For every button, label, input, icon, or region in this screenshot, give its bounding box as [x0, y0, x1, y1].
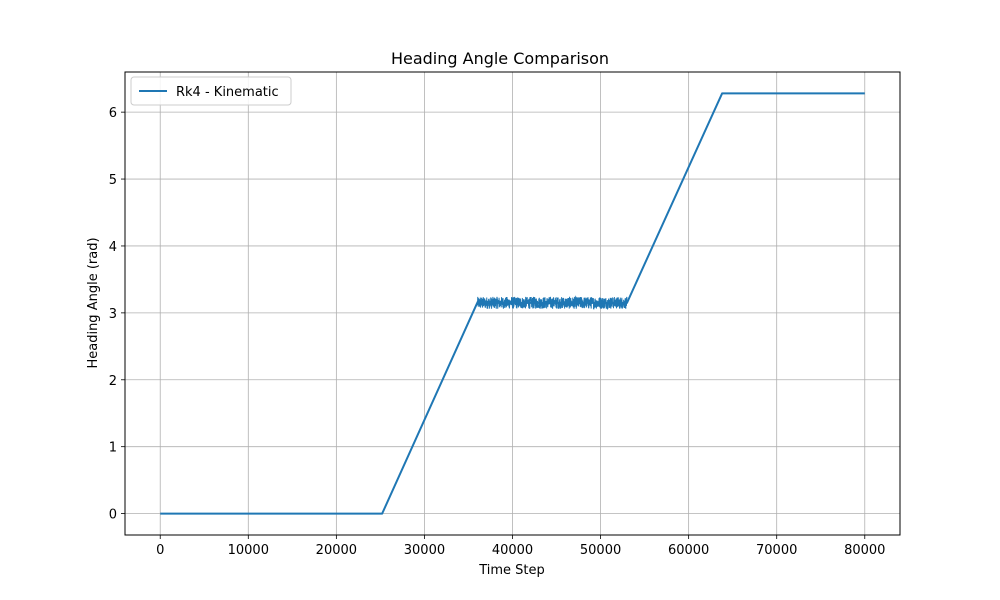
legend-label: Rk4 - Kinematic	[176, 85, 279, 100]
x-tick-label: 30000	[404, 543, 445, 558]
y-tick-label: 1	[109, 441, 117, 456]
x-tick-label: 40000	[492, 543, 533, 558]
x-tick-label: 0	[156, 543, 164, 558]
x-tick-label: 50000	[580, 543, 621, 558]
legend: Rk4 - Kinematic	[130, 76, 292, 106]
x-tick-label: 70000	[756, 543, 797, 558]
y-tick-label: 6	[109, 106, 117, 121]
y-tick-label: 5	[109, 173, 117, 188]
y-tick-label: 3	[109, 307, 117, 322]
x-tick-label: 80000	[844, 543, 885, 558]
y-tick-label: 0	[109, 508, 117, 523]
x-tick-label: 20000	[316, 543, 357, 558]
series-noise-band	[476, 295, 628, 310]
y-axis-label: Heading Angle (rad)	[86, 237, 101, 368]
series-line-0	[160, 92, 865, 515]
x-axis: 0 10000 20000 30000 40000 50000 60000 70000 8000…	[156, 535, 885, 558]
x-axis-label: Time Step	[478, 563, 545, 578]
grid	[125, 72, 900, 535]
x-tick-label: 60000	[668, 543, 709, 558]
x-tick-label: 10000	[228, 543, 269, 558]
series-layer	[160, 92, 865, 515]
y-tick-label: 4	[109, 240, 117, 255]
chart-title: Heading Angle Comparison	[391, 49, 609, 68]
legend-box	[130, 76, 292, 106]
y-tick-label: 2	[109, 374, 117, 389]
y-axis: 0 1 2 3 4 5 6	[109, 106, 125, 523]
